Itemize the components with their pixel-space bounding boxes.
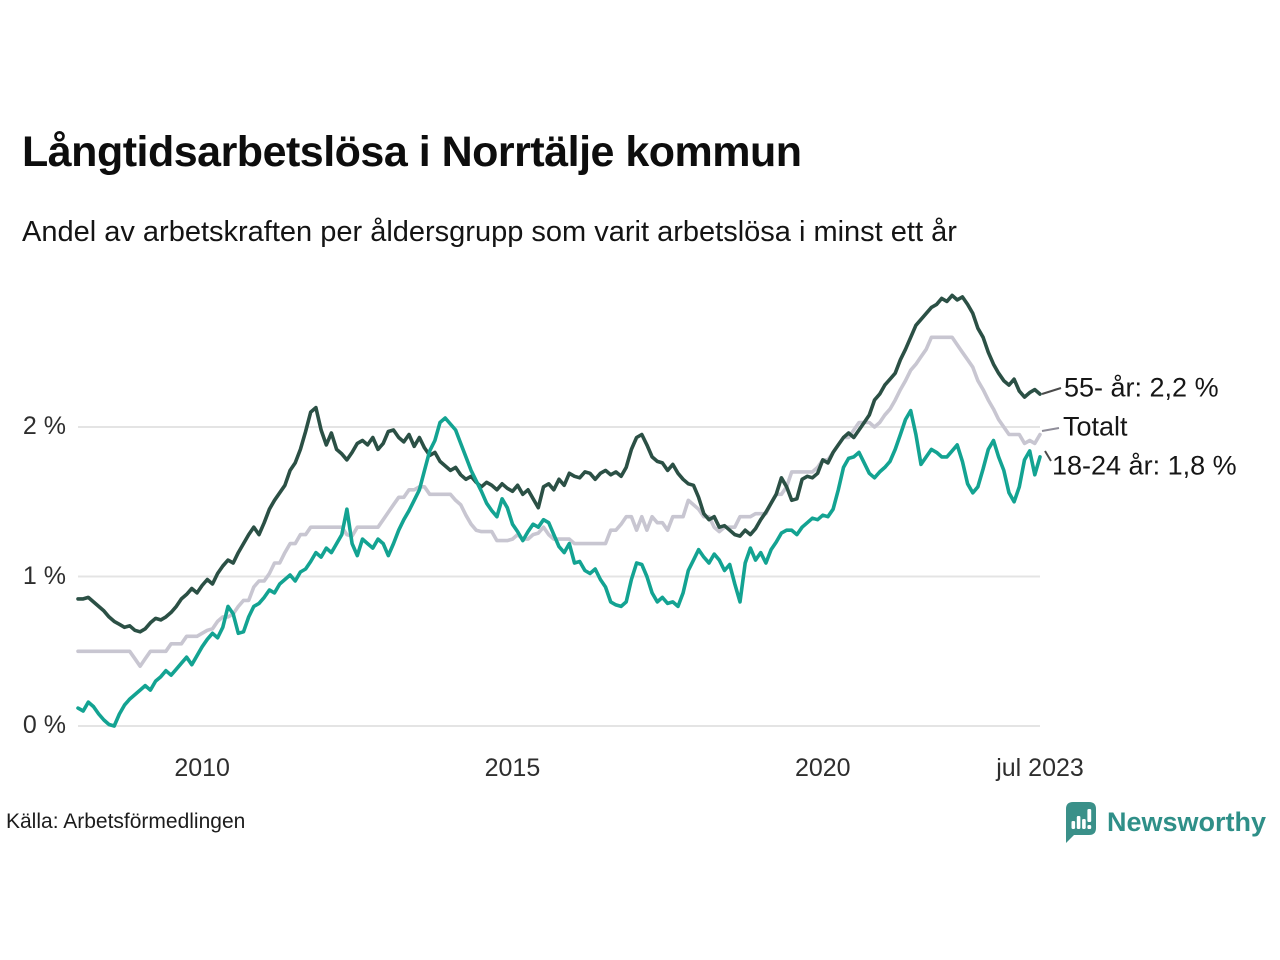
connector-totalt-icon [1041,427,1060,432]
source-credit: Källa: Arbetsförmedlingen [6,810,246,833]
y-axis-label-1: 1 % [22,561,66,590]
series-end-label-55: 55- år: 2,2 % [1064,372,1219,403]
line-Totalt [76,335,1042,669]
annotation-connectors [1041,387,1062,462]
y-axis-label-2: 2 % [22,411,66,440]
line-55- år [76,293,1042,634]
chart-title: Långtidsarbetslösa i Norrtälje kommun [22,128,802,176]
y-axis-label-0: 0 % [22,710,66,739]
chart-subtitle: Andel av arbetskraften per åldersgrupp s… [22,216,957,248]
x-axis-label-2020: 2020 [794,754,851,782]
series-end-label-1824: 18-24 år: 1,8 % [1052,450,1237,481]
series-lines [76,293,1042,728]
newsworthy-logo-icon [1065,802,1096,843]
x-axis-label-2010: 2010 [174,754,230,782]
connector-1824-icon [1044,450,1052,462]
newsworthy-brand: Newsworthy [1060,800,1266,845]
connector-55-icon [1041,387,1062,395]
line-18-24 år [76,408,1042,728]
x-axis-label-2015: 2015 [484,754,541,782]
newsworthy-brand-text: Newsworthy [1106,807,1266,837]
series-end-label-totalt: Totalt [1063,411,1128,442]
x-axis-label-jul2023: jul 2023 [996,754,1084,782]
gridlines [78,426,1040,727]
